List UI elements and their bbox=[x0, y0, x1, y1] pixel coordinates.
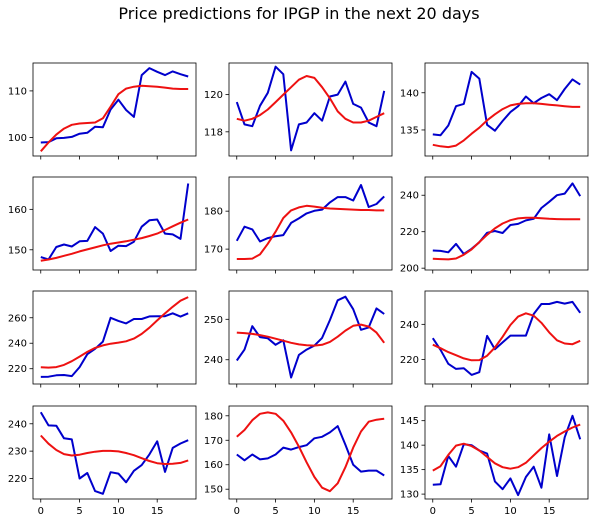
y-tick-label: 250 bbox=[204, 315, 223, 326]
x-tick-label: 0 bbox=[234, 506, 240, 517]
subplot-2: 118 120 bbox=[204, 62, 393, 160]
y-tick-label: 170 bbox=[204, 245, 223, 256]
axes-frame bbox=[32, 405, 197, 500]
subplot-11: 150 160 170 180 0 5 10 15 bbox=[204, 405, 393, 517]
y-tick-label: 180 bbox=[204, 207, 223, 218]
actual-price-line bbox=[40, 183, 190, 261]
actual-price-line bbox=[39, 411, 189, 495]
axes-frame bbox=[424, 176, 589, 271]
predicted-price-line bbox=[40, 296, 189, 369]
y-tick-label: 240 bbox=[8, 419, 27, 430]
predicted-price-line bbox=[236, 75, 385, 124]
y-tick-label: 140 bbox=[400, 441, 419, 452]
actual-price-line bbox=[40, 312, 189, 378]
y-tick-label: 220 bbox=[8, 364, 27, 375]
actual-price-line bbox=[432, 414, 582, 497]
figure-title: Price predictions for IPGP in the next 2… bbox=[118, 4, 480, 23]
y-tick-label: 180 bbox=[204, 411, 223, 422]
y-tick-label: 240 bbox=[400, 320, 419, 331]
axes-frame bbox=[424, 405, 589, 500]
predicted-price-line bbox=[432, 102, 581, 149]
y-tick-label: 170 bbox=[204, 436, 223, 447]
actual-price-line bbox=[235, 184, 385, 243]
predicted-price-line bbox=[236, 323, 385, 347]
axes-frame bbox=[424, 62, 589, 157]
y-tick-label: 240 bbox=[204, 355, 223, 366]
x-tick-label: 0 bbox=[430, 506, 436, 517]
y-tick-label: 140 bbox=[400, 88, 419, 99]
y-tick-label: 135 bbox=[400, 465, 419, 476]
predicted-price-line bbox=[40, 434, 189, 465]
axes-frame bbox=[228, 176, 393, 271]
y-tick-label: 110 bbox=[8, 86, 27, 97]
x-tick-label: 15 bbox=[347, 506, 360, 517]
predicted-price-line bbox=[40, 84, 189, 152]
y-tick-label: 160 bbox=[8, 205, 27, 216]
y-tick-label: 200 bbox=[400, 264, 419, 275]
y-tick-label: 145 bbox=[400, 416, 419, 427]
y-tick-label: 135 bbox=[400, 125, 419, 136]
y-tick-label: 230 bbox=[8, 447, 27, 458]
y-tick-label: 160 bbox=[204, 460, 223, 471]
y-tick-label: 220 bbox=[8, 474, 27, 485]
y-tick-label: 150 bbox=[204, 485, 223, 496]
x-tick-label: 10 bbox=[504, 506, 517, 517]
y-tick-label: 120 bbox=[204, 90, 223, 101]
predicted-price-line bbox=[432, 423, 581, 472]
y-tick-label: 220 bbox=[400, 227, 419, 238]
predicted-price-line bbox=[236, 411, 385, 493]
subplot-4: 150 160 bbox=[8, 176, 197, 274]
subplot-7: 220 240 260 bbox=[8, 290, 197, 388]
y-tick-label: 220 bbox=[400, 355, 419, 366]
predicted-price-line bbox=[236, 204, 385, 260]
actual-price-line bbox=[40, 67, 189, 144]
subplot-8: 240 250 bbox=[204, 290, 393, 388]
x-tick-label: 15 bbox=[151, 506, 164, 517]
subplot-1: 100 110 bbox=[8, 62, 197, 160]
actual-price-line bbox=[236, 425, 385, 477]
axes-frame bbox=[228, 62, 393, 157]
actual-price-line bbox=[431, 300, 582, 376]
y-tick-label: 130 bbox=[400, 490, 419, 501]
y-tick-label: 100 bbox=[8, 133, 27, 144]
predicted-price-line bbox=[432, 312, 581, 362]
x-tick-label: 5 bbox=[272, 506, 278, 517]
x-tick-label: 15 bbox=[543, 506, 556, 517]
x-tick-label: 5 bbox=[468, 506, 474, 517]
x-tick-label: 10 bbox=[308, 506, 321, 517]
axes-frame bbox=[32, 176, 197, 271]
subplot-9: 220 240 bbox=[400, 290, 589, 388]
predicted-price-line bbox=[432, 216, 581, 261]
y-tick-label: 240 bbox=[8, 339, 27, 350]
axes-frame bbox=[424, 290, 589, 385]
subplot-6: 200 220 240 bbox=[400, 176, 589, 275]
axes-frame bbox=[228, 405, 393, 500]
actual-price-line bbox=[432, 182, 582, 255]
subplot-12: 130 135 140 145 0 5 10 15 bbox=[400, 405, 589, 517]
actual-price-line bbox=[235, 295, 385, 379]
axes-frame bbox=[228, 290, 393, 385]
subplot-5: 170 180 bbox=[204, 176, 393, 274]
actual-price-line bbox=[432, 70, 581, 137]
actual-price-line bbox=[235, 65, 386, 152]
x-tick-label: 10 bbox=[112, 506, 125, 517]
axes-frame bbox=[32, 290, 197, 385]
predicted-price-line bbox=[40, 218, 189, 262]
subplot-10: 220 230 240 0 5 10 15 bbox=[8, 405, 197, 517]
y-tick-label: 260 bbox=[8, 313, 27, 324]
subplot-3: 135 140 bbox=[400, 62, 589, 160]
x-tick-label: 5 bbox=[76, 506, 82, 517]
y-tick-label: 150 bbox=[8, 245, 27, 256]
x-tick-label: 0 bbox=[38, 506, 44, 517]
axes-frame bbox=[32, 62, 197, 157]
y-tick-label: 118 bbox=[204, 127, 223, 138]
y-tick-label: 240 bbox=[400, 191, 419, 202]
